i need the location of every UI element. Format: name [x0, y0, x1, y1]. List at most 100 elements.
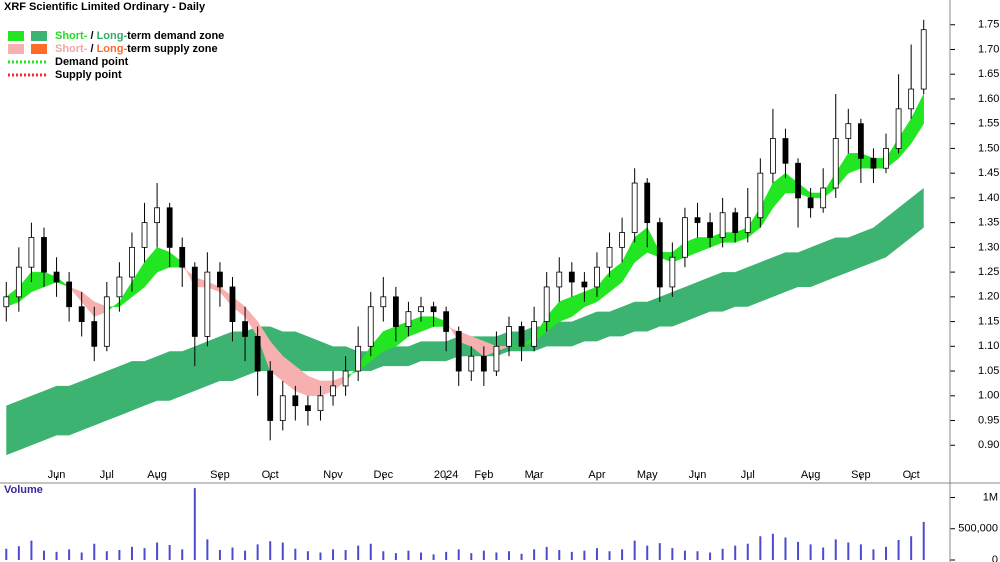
legend-text: Supply point — [55, 69, 122, 81]
candle-body — [757, 172, 764, 219]
candle-body — [166, 207, 173, 248]
y-tick-label: 1.55 — [978, 118, 999, 130]
volume-bar — [168, 545, 171, 560]
y-tick-label: 1.25 — [978, 266, 999, 278]
candle-body — [380, 296, 387, 308]
y-tick-label: 1.60 — [978, 93, 999, 105]
volume-bar — [206, 539, 209, 560]
legend-text: Long- — [97, 43, 128, 55]
volume-bar — [382, 551, 385, 560]
candle-body — [418, 306, 424, 313]
x-tick-label: Oct — [903, 469, 920, 481]
volume-bar — [470, 553, 473, 560]
candle-body — [870, 157, 877, 169]
y-tick-label: 1.65 — [978, 68, 999, 80]
candle-body — [857, 123, 864, 159]
candle-body — [91, 321, 98, 347]
candle-body — [229, 286, 236, 322]
candle-body — [908, 88, 915, 110]
volume-bar — [319, 552, 322, 560]
volume-bar — [797, 541, 800, 560]
legend-label: Supply point — [55, 69, 122, 81]
volume-bar — [872, 549, 875, 560]
volume-bar — [834, 539, 837, 560]
candle-body — [744, 217, 751, 233]
candle-body — [920, 29, 927, 90]
volume-bar — [30, 540, 33, 560]
volume-tick-label: 1M — [983, 491, 998, 503]
y-tick-label: 1.35 — [978, 217, 999, 229]
legend-text: / — [87, 30, 96, 42]
volume-bar — [746, 543, 749, 560]
candle-body — [807, 197, 814, 209]
y-tick-label: 1.70 — [978, 43, 999, 55]
candle-body — [644, 182, 651, 224]
volume-bar — [696, 551, 699, 560]
candle-body — [204, 271, 211, 337]
x-tick-label: 2024 — [434, 469, 458, 481]
candle-body — [267, 370, 274, 421]
volume-bar — [608, 551, 611, 560]
volume-bar — [130, 546, 133, 560]
volume-bar — [394, 553, 397, 560]
volume-bar — [420, 552, 423, 560]
candle-body — [443, 311, 450, 332]
candle-body — [342, 370, 349, 387]
volume-bar — [545, 546, 548, 560]
volume-bar — [885, 546, 888, 560]
volume-bar — [558, 550, 561, 560]
volume-bar — [583, 550, 586, 560]
candle-body — [191, 266, 198, 337]
candle-body — [732, 212, 739, 233]
volume-bar — [5, 548, 8, 560]
candle-body — [242, 321, 248, 337]
candle-body — [619, 232, 625, 248]
volume-bar — [269, 541, 272, 560]
volume-bar — [357, 545, 360, 560]
volume-label: Volume — [4, 484, 43, 496]
candle-body — [405, 311, 412, 327]
candle-body — [292, 395, 299, 407]
volume-bar — [105, 551, 108, 560]
candle-body — [820, 187, 827, 209]
volume-bar — [432, 554, 435, 560]
volume-bar — [332, 549, 335, 560]
volume-bar — [759, 536, 762, 560]
x-tick-label: Feb — [474, 469, 493, 481]
candle-body — [279, 395, 286, 421]
candle-body — [217, 271, 223, 288]
candle-body — [154, 207, 160, 224]
candle-body — [845, 123, 852, 139]
volume-bar — [507, 551, 510, 560]
x-tick-label: Jul — [741, 469, 755, 481]
y-tick-label: 1.15 — [978, 315, 999, 327]
y-tick-label: 1.50 — [978, 142, 999, 154]
y-tick-label: 1.20 — [978, 291, 999, 303]
candle-body — [305, 405, 311, 412]
x-tick-label: Jun — [689, 469, 707, 481]
volume-bar — [306, 551, 309, 560]
volume-bar — [407, 550, 410, 560]
candle-body — [254, 336, 261, 372]
x-tick-label: Apr — [588, 469, 605, 481]
volume-bar — [709, 552, 712, 560]
volume-bar — [859, 544, 862, 560]
volume-bar — [193, 488, 196, 560]
x-tick-label: Sep — [210, 469, 230, 481]
volume-bar — [633, 540, 636, 560]
candle-body — [493, 345, 500, 372]
y-tick-label: 1.00 — [978, 390, 999, 402]
volume-bar — [294, 548, 297, 560]
volume-bar — [822, 547, 825, 560]
x-tick-label: Nov — [323, 469, 343, 481]
volume-bar — [771, 533, 774, 560]
volume-bar — [658, 543, 661, 560]
chart-title: XRF Scientific Limited Ordinary - Daily — [4, 1, 206, 13]
volume-bar — [457, 549, 460, 560]
volume-tick-label: 500,000 — [958, 523, 998, 535]
legend-swatch — [31, 31, 47, 41]
legend-label: Short- / Long-term supply zone — [55, 43, 218, 55]
price-panel: 0.90 0.95 1.00 1.05 1.10 1.15 1.20 1.25 1.30 1.35… — [3, 19, 999, 481]
volume-bar — [847, 542, 850, 560]
